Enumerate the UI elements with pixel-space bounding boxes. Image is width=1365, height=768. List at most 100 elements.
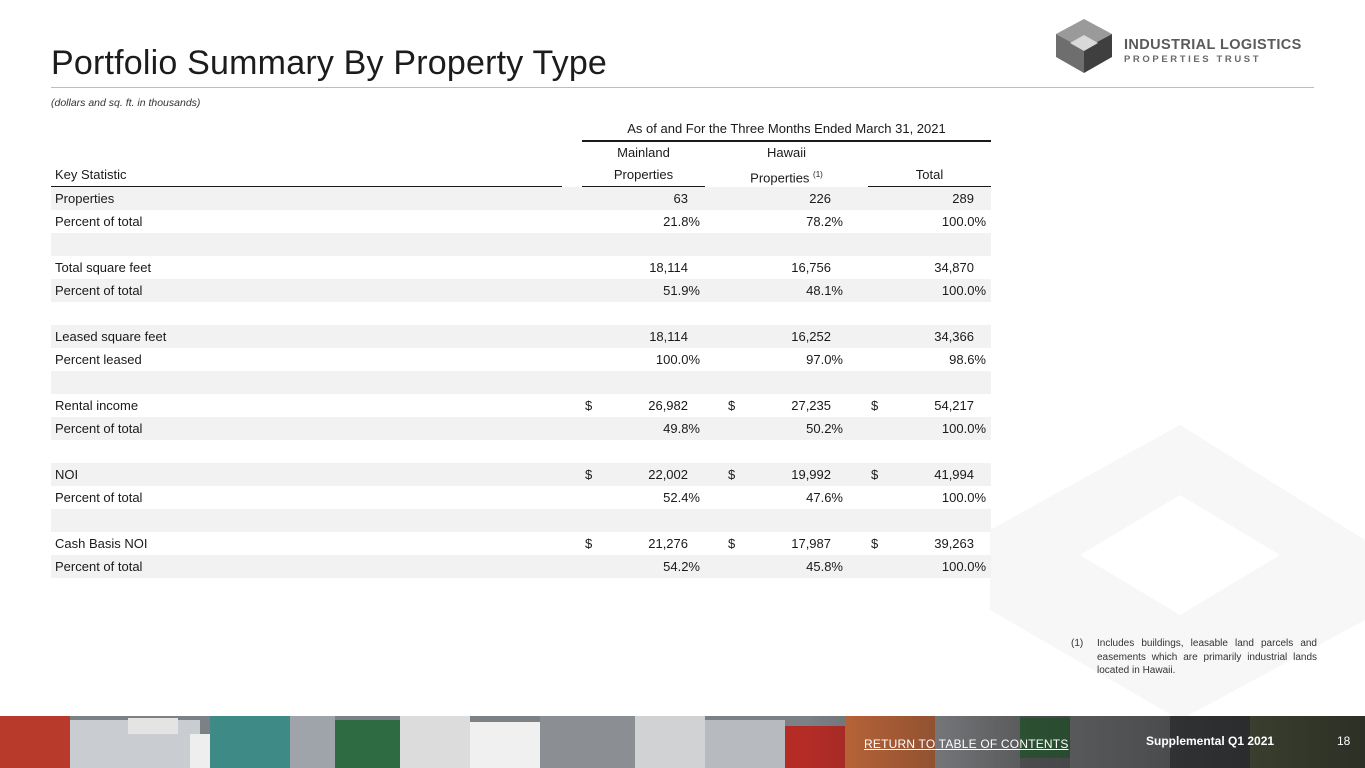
table-cell: 48.1%: [806, 283, 843, 298]
table-cell: 16,756: [791, 260, 831, 275]
key-statistic-header: Key Statistic: [51, 164, 562, 187]
truck-yard-photo: [0, 716, 1365, 768]
dollar-sign: $: [871, 536, 879, 551]
table-cell: 63: [673, 191, 688, 206]
units-note: (dollars and sq. ft. in thousands): [51, 97, 201, 109]
table-row: Leased square feet 18,114 16,252 34,366: [51, 325, 991, 348]
table-cell: 289: [952, 191, 974, 206]
supplemental-label: Supplemental Q1 2021: [1146, 734, 1275, 748]
dollar-sign: $: [871, 398, 879, 413]
spacer-row: [51, 440, 991, 463]
table-row: Percent of total 54.2% 45.8% 100.0%: [51, 555, 991, 578]
spacer-row: [51, 509, 991, 532]
column-header-line1: Hawaii: [766, 145, 806, 160]
page-number: 18: [1337, 734, 1351, 748]
table-cell: 47.6%: [806, 490, 843, 505]
row-label: Leased square feet: [55, 329, 167, 344]
table-cell: 34,366: [934, 329, 974, 344]
table-cell: 34,870: [934, 260, 974, 275]
row-label: Percent of total: [55, 283, 143, 298]
table-cell: 98.6%: [949, 352, 986, 367]
row-label: Percent of total: [55, 214, 143, 229]
table-cell: 21,276: [648, 536, 688, 551]
table-row: Percent leased 100.0% 97.0% 98.6%: [51, 348, 991, 371]
table-cell: 100.0%: [941, 214, 986, 229]
footer-photo-strip: [0, 716, 1365, 768]
table-cell: 51.9%: [663, 283, 700, 298]
dollar-sign: $: [728, 467, 736, 482]
table-cell: 16,252: [791, 329, 831, 344]
table-cell: 22,002: [648, 467, 688, 482]
row-label: Percent of total: [55, 490, 143, 505]
column-header-line1: Mainland: [617, 145, 670, 160]
table-cell: 18,114: [649, 260, 688, 275]
dollar-sign: $: [585, 536, 593, 551]
company-logo: INDUSTRIAL LOGISTICS PROPERTIES TRUST: [1054, 19, 1316, 75]
table-cell: 41,994: [934, 467, 974, 482]
table-cell: 100.0%: [941, 421, 986, 436]
table-row: NOI $22,002 $19,992 $41,994: [51, 463, 991, 486]
table-cell: 39,263: [934, 536, 974, 551]
spacer-row: [51, 233, 991, 256]
dollar-sign: $: [585, 467, 593, 482]
spacer-row: [51, 371, 991, 394]
table-cell: 26,982: [648, 398, 688, 413]
column-header-hawaii: Hawaii Properties (1): [725, 142, 848, 191]
column-header-mainland: Mainland Properties: [582, 142, 705, 187]
spacer-row: [51, 302, 991, 325]
footnote-ref: (1): [813, 170, 823, 179]
page-title: Portfolio Summary By Property Type: [51, 44, 608, 82]
row-label: Properties: [55, 191, 115, 206]
table-cell: 21.8%: [663, 214, 700, 229]
table-row: Properties 63 226 289: [51, 187, 991, 210]
table-cell: 45.8%: [806, 559, 843, 574]
table-cell: 226: [809, 191, 831, 206]
table-cell: 49.8%: [663, 421, 700, 436]
table-cell: 100.0%: [941, 283, 986, 298]
table-cell: 50.2%: [806, 421, 843, 436]
footnote: (1) Includes buildings, leasable land pa…: [1071, 637, 1317, 678]
logo-name-line1: INDUSTRIAL LOGISTICS: [1124, 37, 1302, 53]
row-label: Percent of total: [55, 421, 143, 436]
table-cell: 52.4%: [663, 490, 700, 505]
row-label: Cash Basis NOI: [55, 536, 148, 551]
table-row: Percent of total 52.4% 47.6% 100.0%: [51, 486, 991, 509]
row-label: Percent leased: [55, 352, 142, 367]
footer-gradient: [805, 716, 1365, 768]
table-cell: 17,987: [791, 536, 831, 551]
title-divider: [51, 87, 1314, 88]
table-row: Percent of total 51.9% 48.1% 100.0%: [51, 279, 991, 302]
table-cell: 18,114: [649, 329, 688, 344]
table-row: Percent of total 21.8% 78.2% 100.0%: [51, 210, 991, 233]
table-cell: 100.0%: [941, 559, 986, 574]
background-cube-watermark: [990, 425, 1365, 720]
table-row: Cash Basis NOI $21,276 $17,987 $39,263: [51, 532, 991, 555]
table-row: Percent of total 49.8% 50.2% 100.0%: [51, 417, 991, 440]
table-cell: 100.0%: [941, 490, 986, 505]
row-label: Total square feet: [55, 260, 152, 275]
table-cell: 54,217: [934, 398, 974, 413]
table-row: Rental income $26,982 $27,235 $54,217: [51, 394, 991, 417]
table-cell: 100.0%: [655, 352, 700, 367]
row-label: NOI: [55, 467, 79, 482]
dollar-sign: $: [728, 536, 736, 551]
column-header-line2: Total: [868, 164, 991, 187]
column-header-line1: [868, 142, 991, 164]
dollar-sign: $: [585, 398, 593, 413]
row-label: Percent of total: [55, 559, 143, 574]
footnote-text: Includes buildings, leasable land parcel…: [1097, 638, 1317, 676]
table-cell: 27,235: [791, 398, 831, 413]
column-header-total: Total: [868, 142, 991, 187]
dollar-sign: $: [728, 398, 736, 413]
dollar-sign: $: [871, 467, 879, 482]
column-header-line2: Properties: [582, 164, 705, 187]
table-cell: 54.2%: [663, 559, 700, 574]
return-to-toc-link[interactable]: RETURN TO TABLE OF CONTENTS: [864, 737, 1069, 751]
footnote-number: (1): [1071, 638, 1084, 649]
logo-name-line2: PROPERTIES TRUST: [1124, 54, 1262, 65]
table-row: Total square feet 18,114 16,756 34,870: [51, 256, 991, 279]
table-cell: 97.0%: [806, 352, 843, 367]
row-label: Rental income: [55, 398, 139, 413]
period-header: As of and For the Three Months Ended Mar…: [582, 121, 991, 142]
cube-logo-icon: [1056, 19, 1112, 73]
